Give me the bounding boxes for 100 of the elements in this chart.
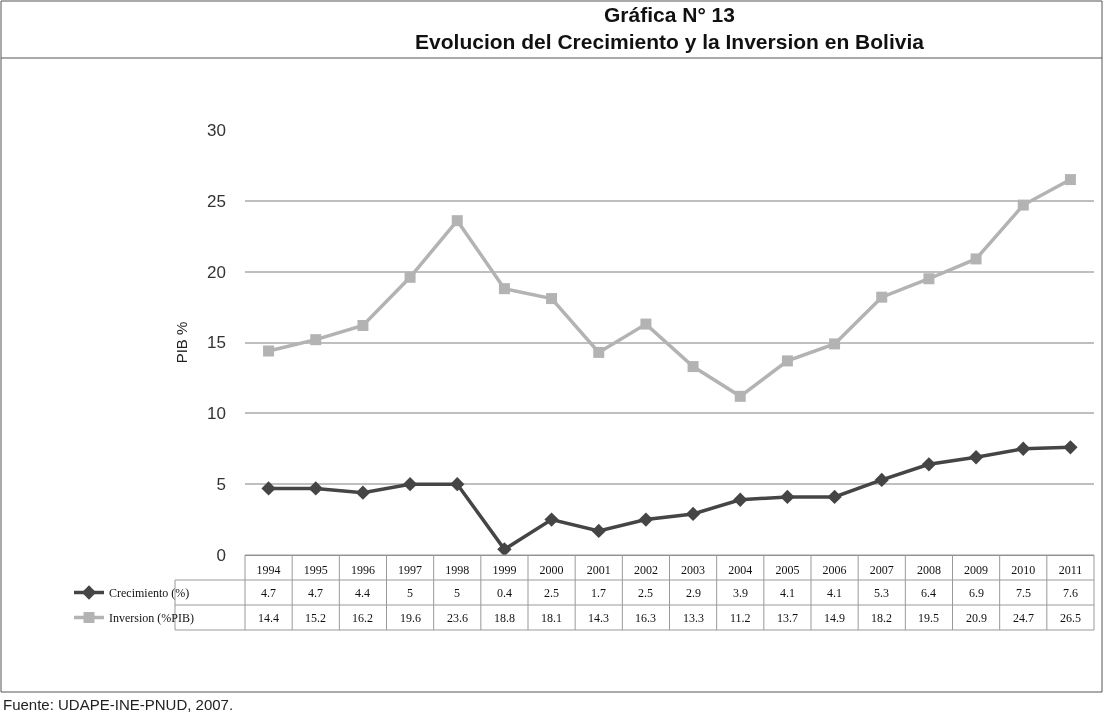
data-label: 15.2 bbox=[305, 611, 326, 625]
x-tick-label: 2009 bbox=[964, 563, 989, 578]
point bbox=[308, 481, 323, 496]
y-tick-label: 10 bbox=[207, 404, 226, 424]
point bbox=[1064, 174, 1076, 186]
x-tick-label: 1996 bbox=[350, 563, 375, 578]
data-label: 2.5 bbox=[544, 586, 559, 600]
data-label: 5.3 bbox=[874, 586, 889, 600]
data-label: 16.2 bbox=[352, 611, 373, 625]
point bbox=[827, 489, 842, 505]
x-tick-label: 1994 bbox=[256, 563, 281, 578]
data-label: 11.2 bbox=[730, 611, 751, 625]
data-label: 26.5 bbox=[1060, 611, 1081, 625]
y-tick-label: 20 bbox=[207, 262, 226, 282]
point bbox=[780, 489, 795, 505]
source-note: Fuente: UDAPE-INE-PNUD, 2007. bbox=[3, 696, 234, 713]
data-label: 19.5 bbox=[918, 611, 939, 625]
x-tick-label: 2001 bbox=[586, 563, 611, 578]
data-label: 4.7 bbox=[308, 586, 323, 600]
data-label: 14.4 bbox=[258, 611, 279, 625]
x-tick-label: 2005 bbox=[775, 563, 800, 578]
y-axis-title: PIB % bbox=[173, 321, 191, 364]
x-tick-label: 1999 bbox=[492, 563, 517, 578]
point bbox=[402, 477, 418, 492]
point bbox=[404, 271, 416, 283]
x-tick-label: 2007 bbox=[869, 563, 894, 578]
point bbox=[450, 477, 465, 492]
data-label: 2.9 bbox=[686, 586, 701, 600]
x-tick-label: 2006 bbox=[822, 563, 847, 578]
point bbox=[923, 273, 935, 285]
data-label: 24.7 bbox=[1013, 611, 1034, 625]
data-label: 4.7 bbox=[261, 586, 276, 600]
data-label: 7.5 bbox=[1016, 586, 1031, 600]
point bbox=[921, 457, 937, 472]
x-tick-label: 1995 bbox=[303, 563, 328, 578]
point bbox=[355, 485, 371, 500]
data-label: 20.9 bbox=[966, 611, 987, 625]
data-label: 2.5 bbox=[638, 586, 653, 600]
data-label: 0.4 bbox=[497, 586, 512, 600]
x-tick-label: 2010 bbox=[1011, 563, 1036, 578]
point bbox=[451, 215, 463, 227]
legend-label: Inversion (%PIB) bbox=[109, 611, 194, 626]
point bbox=[1063, 440, 1078, 455]
point bbox=[261, 481, 276, 496]
point bbox=[1017, 199, 1029, 211]
chart-title: Gráfica N° 13 Evolucion del Crecimiento y la Inversion en Bolivia bbox=[415, 3, 925, 54]
x-tick-label: 2002 bbox=[633, 563, 658, 578]
point bbox=[687, 361, 699, 373]
point bbox=[685, 506, 701, 522]
data-label: 18.2 bbox=[871, 611, 892, 625]
point bbox=[876, 291, 888, 303]
point bbox=[263, 345, 275, 357]
x-tick-label: 2003 bbox=[681, 563, 706, 578]
x-tick-label: 2004 bbox=[728, 563, 753, 578]
y-tick-label: 0 bbox=[216, 545, 226, 565]
data-label: 18.1 bbox=[541, 611, 562, 625]
x-tick-label: 1997 bbox=[398, 563, 423, 578]
point bbox=[638, 512, 654, 527]
point bbox=[498, 283, 510, 295]
point bbox=[829, 338, 841, 350]
y-tick-label: 30 bbox=[207, 120, 226, 140]
point bbox=[1016, 441, 1031, 456]
point bbox=[544, 512, 559, 527]
data-label: 5 bbox=[407, 586, 413, 600]
data-label: 13.3 bbox=[683, 611, 704, 625]
data-label: 4.1 bbox=[780, 586, 795, 600]
data-label: 7.6 bbox=[1063, 586, 1078, 600]
x-tick-label: 2000 bbox=[539, 563, 564, 578]
point bbox=[734, 390, 746, 402]
data-label: 18.8 bbox=[494, 611, 515, 625]
point bbox=[591, 523, 606, 539]
point bbox=[733, 492, 748, 507]
data-label: 1.7 bbox=[591, 586, 606, 600]
data-label: 4.1 bbox=[827, 586, 842, 600]
data-label: 13.7 bbox=[777, 611, 798, 625]
point bbox=[357, 320, 369, 331]
point bbox=[640, 318, 652, 330]
point bbox=[781, 355, 793, 367]
data-label: 6.4 bbox=[921, 586, 936, 600]
data-label: 6.9 bbox=[969, 586, 984, 600]
legend-label: Crecimiento (%) bbox=[109, 586, 190, 601]
point bbox=[968, 450, 984, 465]
data-label: 3.9 bbox=[733, 586, 748, 600]
data-label: 14.3 bbox=[588, 611, 609, 625]
x-tick-label: 2008 bbox=[916, 563, 941, 578]
y-tick-label: 5 bbox=[216, 475, 226, 495]
point bbox=[310, 334, 322, 346]
y-tick-label: 25 bbox=[207, 191, 226, 211]
point bbox=[593, 346, 605, 358]
x-tick-label: 1998 bbox=[445, 563, 470, 578]
data-label: 4.4 bbox=[355, 586, 370, 600]
data-label: 14.9 bbox=[824, 611, 845, 625]
data-label: 19.6 bbox=[400, 611, 421, 625]
point bbox=[546, 293, 558, 305]
point bbox=[497, 542, 512, 555]
data-label: 5 bbox=[454, 586, 460, 600]
point bbox=[874, 472, 889, 488]
data-label: 16.3 bbox=[635, 611, 656, 625]
y-tick-label: 15 bbox=[207, 333, 226, 353]
data-label: 23.6 bbox=[447, 611, 468, 625]
